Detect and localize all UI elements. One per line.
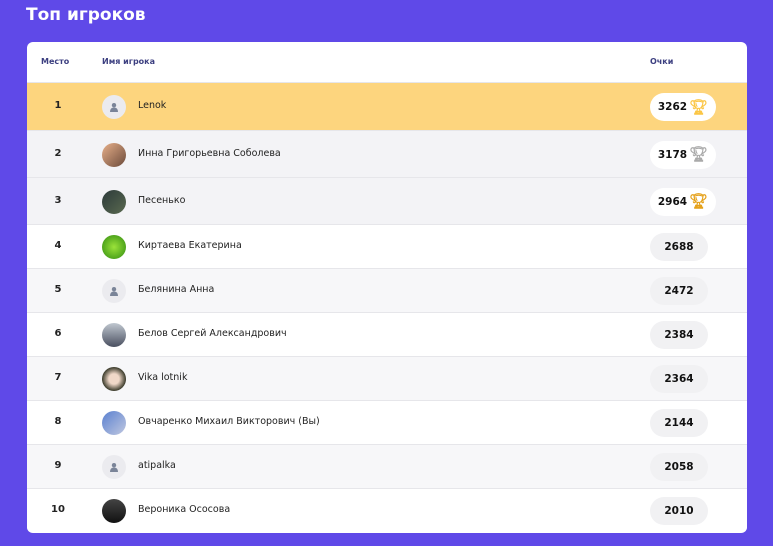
trophy-icon: 🏆︎: [689, 145, 709, 163]
rank: 5: [54, 284, 62, 295]
user-icon: [110, 287, 118, 296]
score: 2964: [657, 195, 688, 208]
avatar: [102, 95, 126, 119]
score-badge: 2964 🏆︎: [650, 187, 716, 216]
player-name[interactable]: Белов Сергей Александрович: [138, 328, 287, 339]
avatar: [102, 323, 126, 347]
table-row[interactable]: 7 Vika lotnik 2364: [27, 356, 747, 400]
score: 2058: [664, 461, 694, 473]
avatar: [102, 367, 126, 391]
table-row[interactable]: 8 Овчаренко Михаил Викторович (Вы) 2144: [27, 400, 747, 444]
player-name[interactable]: atipalka: [138, 460, 176, 471]
score-badge: 3262 🏆︎: [650, 93, 716, 121]
avatar: [102, 235, 126, 259]
table-row[interactable]: 9 atipalka 2058: [27, 444, 747, 488]
avatar: [102, 142, 126, 167]
table-row[interactable]: 6 Белов Сергей Александрович 2384: [27, 312, 747, 356]
column-name: Имя игрока: [102, 57, 155, 66]
avatar: [102, 189, 126, 214]
table-row[interactable]: 2 Инна Григорьевна Соболева 3178 🏆︎: [27, 130, 747, 177]
score: 2144: [664, 417, 694, 429]
score: 3262: [657, 101, 688, 113]
score-badge: 2058: [650, 453, 708, 481]
rank: 9: [54, 460, 62, 471]
rank: 3: [54, 194, 62, 206]
score: 2010: [664, 505, 694, 517]
rank: 6: [54, 328, 62, 339]
rank: 7: [54, 372, 62, 383]
rank: 4: [54, 240, 62, 251]
avatar: [102, 279, 126, 303]
player-name[interactable]: Vika lotnik: [138, 372, 188, 383]
score-badge: 2364: [650, 365, 708, 393]
score: 2364: [664, 373, 694, 385]
page-title: Топ игроков: [26, 5, 146, 25]
avatar: [102, 455, 126, 479]
column-score: Очки: [650, 57, 674, 66]
rank: 1: [54, 100, 62, 111]
score-badge: 2472: [650, 277, 708, 305]
player-name[interactable]: Lenok: [138, 100, 167, 111]
leaderboard-table: Место Имя игрока Очки 1 Lenok 3262 🏆︎ 2 Ин…: [27, 42, 747, 533]
table-row[interactable]: 10 Вероника Ососова 2010: [27, 488, 747, 532]
score: 2688: [664, 241, 694, 253]
player-name[interactable]: Вероника Ососова: [138, 504, 231, 515]
avatar: [102, 499, 126, 523]
table-row[interactable]: 5 Белянина Анна 2472: [27, 268, 747, 312]
table-header: Место Имя игрока Очки: [27, 42, 747, 82]
column-rank: Место: [41, 57, 70, 66]
player-name[interactable]: Песенько: [138, 194, 186, 206]
avatar: [102, 411, 126, 435]
player-name[interactable]: Белянина Анна: [138, 284, 215, 295]
score: 2384: [664, 329, 694, 341]
score: 3178: [657, 148, 688, 161]
user-icon: [110, 463, 118, 472]
player-name[interactable]: Инна Григорьевна Соболева: [138, 147, 281, 159]
score-badge: 2384: [650, 321, 708, 349]
trophy-icon: 🏆︎: [689, 192, 709, 210]
score: 2472: [664, 285, 694, 297]
score-badge: 3178 🏆︎: [650, 140, 716, 169]
player-name[interactable]: Овчаренко Михаил Викторович (Вы): [138, 416, 320, 427]
table-row[interactable]: 4 Киртаева Екатерина 2688: [27, 224, 747, 268]
score-badge: 2010: [650, 497, 708, 525]
table-row[interactable]: 3 Песенько 2964 🏆︎: [27, 177, 747, 224]
rank: 10: [51, 504, 65, 515]
user-icon: [110, 103, 118, 112]
rank: 2: [54, 147, 62, 159]
player-name[interactable]: Киртаева Екатерина: [138, 240, 242, 251]
table-row[interactable]: 1 Lenok 3262 🏆︎: [27, 82, 747, 130]
score-badge: 2688: [650, 233, 708, 261]
score-badge: 2144: [650, 409, 708, 437]
rank: 8: [54, 416, 62, 427]
trophy-icon: 🏆︎: [689, 97, 709, 116]
